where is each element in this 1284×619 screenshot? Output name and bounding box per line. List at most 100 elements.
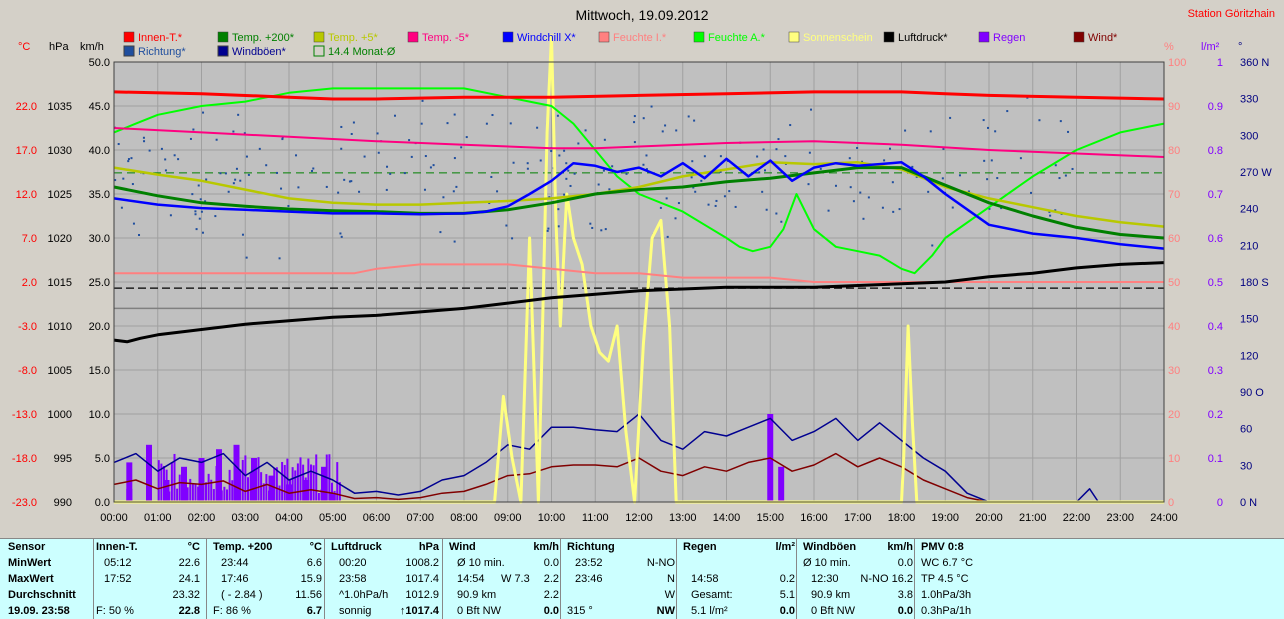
richtung-point [177,158,180,161]
richtung-point [325,185,328,188]
richtung-point [664,124,667,127]
richtung-point [131,183,134,186]
regen-bar [244,455,247,502]
legend: Innen-T.* Temp. +200* Temp. +5* Temp. -5* Wi… [123,31,1118,58]
regen-bar [778,466,785,502]
regen-bar [181,475,184,502]
luftdruck-max-time: 23:58 [339,573,367,585]
richtung-point [358,190,361,193]
richtung-point [385,188,388,191]
y-hpa-tick: 1025 [48,189,72,201]
innen-avg-value: 23.32 [172,589,200,601]
richtung-point [1030,191,1033,194]
regen-total-value: 5.1 [779,589,795,601]
richtung-point [719,155,722,158]
y-celsius-tick: -8.0 [18,365,37,377]
richtung-point [410,155,413,158]
richtung-point [453,240,456,243]
richtung-point [949,116,952,119]
richtung-point [169,214,172,217]
richtung-point [602,169,605,172]
richtung-point [556,114,559,117]
regen-bar [220,490,223,502]
richtung-point [424,155,427,158]
regen-bar [216,449,222,502]
richtung-point [1058,177,1061,180]
x-tick-label: 12:00 [625,512,653,524]
regen-bar [212,489,215,502]
richtung-point [573,172,576,175]
richtung-point [227,190,230,193]
regen-bar [312,465,315,502]
richtung-point [569,184,572,187]
richtung-point [386,165,389,168]
richtung-point [232,130,235,133]
richtung-point [852,200,855,203]
regen-bar [283,464,286,502]
innen-max-value: 24.1 [178,573,200,585]
regen-bar [197,486,200,502]
richtung-max-time: 23:46 [575,573,603,585]
richtung-point [243,132,246,135]
richtung-point [219,172,222,175]
series-windchill [113,157,1165,250]
col-richtung: Richtung 23:52 N-NO 23:46 N W 315 ° NW [560,539,677,619]
x-tick-label: 13:00 [669,512,697,524]
richtung-point [550,150,553,153]
windboeen-beaufort: 0 Bft NW [811,605,856,617]
richtung-max-value: N [667,573,675,585]
regen-bar [249,473,252,502]
luftdruck-unit: hPa [418,541,439,553]
richtung-point [393,114,396,117]
windboeen-max-value: N-NO 16.2 [860,573,913,585]
pmv-header: PMV 0:8 [921,541,964,553]
richtung-point [1038,119,1041,122]
regen-bar [323,467,326,502]
richtung-point [715,199,718,202]
richtung-point [633,115,636,118]
wind-max-avg: 2.2 [543,573,559,585]
regen-bar [189,478,192,502]
legend-swatch-wind [1073,31,1085,43]
luftdruck-forecast: sonnig [339,605,372,617]
pmv-windchill: WC 6.7 °C [921,557,974,569]
richtung-point [281,138,284,141]
richtung-point [775,212,778,215]
richtung-point [232,182,235,185]
richtung-point [547,227,550,230]
richtung-point [496,190,499,193]
y-lm2-tick: 1 [1217,57,1223,69]
legend-label-feuchteI: Feuchte I.* [613,32,667,44]
richtung-point [765,208,768,211]
richtung-point [761,190,764,193]
richtung-point [780,220,783,223]
x-tick-label: 09:00 [494,512,522,524]
richtung-point [340,235,343,238]
richtung-point [127,158,130,161]
y-hpa-tick: 1035 [48,101,72,113]
richtung-point [287,204,290,207]
richtung-min-time: 23:52 [575,557,603,569]
richtung-point [557,225,560,228]
richtung-point [197,184,200,187]
regen-bar [333,490,336,502]
regen-bar [160,463,163,502]
richtung-point [677,202,680,205]
richtung-point [577,142,580,145]
richtung-point [1048,210,1051,213]
wind-max-value: W 7.3 [501,573,530,585]
axis-head-celsius: °C [18,41,30,53]
richtung-point [929,130,932,133]
richtung-point [1006,110,1009,113]
pmv-dewpoint: TP 4.5 °C [921,573,969,585]
legend-swatch-feuchteA [693,31,705,43]
richtung-point [810,108,813,111]
richtung-point [205,178,208,181]
richtung-point [432,164,435,167]
richtung-point [951,206,954,209]
legend-label-temp5: Temp. +5* [328,32,379,44]
richtung-point [819,167,822,170]
richtung-point [659,206,662,209]
plot-border [113,61,1165,503]
y-hpa-tick: 990 [54,497,72,509]
